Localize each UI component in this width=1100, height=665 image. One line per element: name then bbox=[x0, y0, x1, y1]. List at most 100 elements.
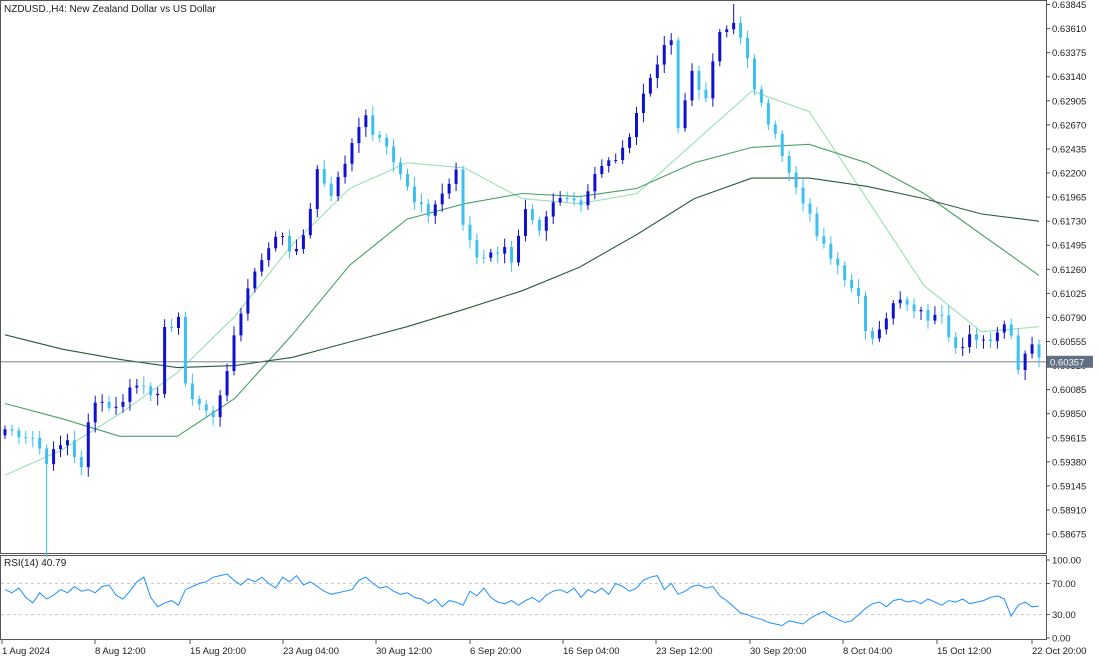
candle-bear bbox=[371, 115, 375, 135]
price-tick-label: 0.62670 bbox=[1052, 120, 1086, 131]
candle-bear bbox=[954, 337, 958, 349]
candle-bear bbox=[399, 162, 403, 174]
candle-bear bbox=[905, 299, 909, 305]
candles bbox=[3, 4, 1041, 558]
candle-bear bbox=[72, 440, 76, 457]
price-tick-label: 0.60790 bbox=[1052, 313, 1086, 324]
time-axis: 1 Aug 2024 8 Aug 12:00 15 Aug 20:00 23 Aug … bbox=[1, 640, 1086, 657]
candle-bear bbox=[746, 37, 750, 59]
price-panel bbox=[1, 4, 1046, 558]
time-tick-label: 22 Oct 20:00 bbox=[1032, 646, 1086, 657]
candle-bull bbox=[253, 271, 257, 289]
candle-bull bbox=[981, 339, 985, 341]
candle-bull bbox=[877, 329, 881, 339]
candle-bull bbox=[260, 260, 264, 272]
candle-bear bbox=[142, 385, 146, 387]
candle-bull bbox=[93, 402, 97, 423]
candle-bear bbox=[197, 398, 201, 405]
candle-bull bbox=[690, 70, 694, 101]
candle-bull bbox=[641, 93, 645, 113]
candle-bull bbox=[621, 147, 625, 161]
candle-bull bbox=[308, 208, 312, 236]
rsi-panel: RSI(14) 40.79 bbox=[1, 558, 1046, 627]
candle-bull bbox=[614, 160, 618, 162]
price-tick-label: 0.61965 bbox=[1052, 193, 1086, 204]
time-tick-label: 8 Oct 04:00 bbox=[843, 646, 892, 657]
candle-bull bbox=[898, 299, 902, 304]
candle-bull bbox=[86, 422, 90, 468]
candle-bear bbox=[38, 437, 42, 449]
chart-title: NZDUSD.,H4: New Zealand Dollar vs US Dol… bbox=[4, 4, 216, 15]
candle-bull bbox=[662, 45, 666, 65]
price-tick-label: 0.63610 bbox=[1052, 24, 1086, 35]
candle-bull bbox=[503, 247, 507, 254]
candle-bear bbox=[739, 22, 743, 38]
candle-bull bbox=[968, 334, 972, 348]
candle-bull bbox=[440, 193, 444, 205]
candle-bear bbox=[149, 386, 153, 396]
candle-bull bbox=[121, 401, 125, 407]
ma-line-fast bbox=[4, 90, 1040, 476]
candle-bull bbox=[156, 393, 160, 396]
time-tick-label: 30 Aug 12:00 bbox=[376, 646, 432, 657]
candle-bear bbox=[385, 137, 389, 147]
price-tick-label: 0.62905 bbox=[1052, 96, 1086, 107]
candle-bull bbox=[433, 204, 437, 216]
candle-bull bbox=[1023, 353, 1027, 371]
candle-bull bbox=[246, 288, 250, 314]
price-panel-frame bbox=[0, 0, 1047, 554]
candle-bear bbox=[697, 70, 701, 90]
candle-bear bbox=[766, 102, 770, 125]
candle-bull bbox=[350, 143, 354, 164]
price-tick-label: 0.58910 bbox=[1052, 506, 1086, 517]
rsi-label: RSI(14) 40.79 bbox=[4, 558, 67, 569]
candle-bear bbox=[857, 287, 861, 297]
candle-bull bbox=[648, 78, 652, 94]
candle-bull bbox=[294, 249, 298, 252]
candle-bear bbox=[676, 40, 680, 129]
candle-bull bbox=[600, 165, 604, 175]
candle-bear bbox=[496, 252, 500, 254]
candle-bull bbox=[586, 191, 590, 206]
candle-bear bbox=[752, 58, 756, 90]
price-axis: 0.63845 0.63610 0.63375 0.63140 0.62905 0.626… bbox=[1046, 0, 1086, 541]
candle-bear bbox=[510, 247, 514, 263]
candle-bull bbox=[454, 169, 458, 184]
candle-bear bbox=[537, 219, 541, 231]
candle-bull bbox=[551, 202, 555, 217]
candle-bear bbox=[468, 224, 472, 241]
candle-bear bbox=[475, 240, 479, 258]
candle-bull bbox=[128, 387, 132, 402]
price-tick-label: 0.61260 bbox=[1052, 265, 1086, 276]
candle-bull bbox=[919, 310, 923, 312]
candle-bull bbox=[135, 385, 139, 388]
candle-bear bbox=[378, 134, 382, 138]
price-tick-label: 0.61730 bbox=[1052, 217, 1086, 228]
candle-bear bbox=[794, 172, 798, 188]
candle-bear bbox=[565, 198, 569, 200]
candle-bear bbox=[530, 209, 534, 220]
price-tick-label: 0.59380 bbox=[1052, 457, 1086, 468]
candle-bull bbox=[669, 40, 673, 46]
candle-bear bbox=[572, 198, 576, 201]
candle-bull bbox=[364, 115, 368, 128]
candle-bear bbox=[801, 187, 805, 204]
candle-bear bbox=[787, 155, 791, 173]
candle-bear bbox=[461, 169, 465, 225]
candle-bull bbox=[607, 160, 611, 166]
time-tick-label: 15 Aug 20:00 bbox=[190, 646, 246, 657]
candle-bear bbox=[426, 204, 430, 216]
candle-bull bbox=[1002, 324, 1006, 333]
candle-bear bbox=[419, 202, 423, 205]
candle-bear bbox=[850, 280, 854, 288]
candle-bull bbox=[635, 112, 639, 138]
price-tick-label: 0.63140 bbox=[1052, 72, 1086, 83]
candle-bull bbox=[732, 22, 736, 30]
current-price-label: 0.60357 bbox=[1050, 357, 1084, 368]
candle-bear bbox=[17, 430, 21, 438]
candle-bull bbox=[225, 371, 229, 396]
candle-bull bbox=[176, 316, 180, 328]
candle-bear bbox=[329, 183, 333, 197]
